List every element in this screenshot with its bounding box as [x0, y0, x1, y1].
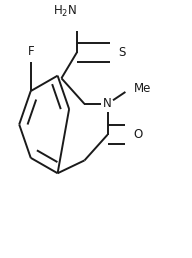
Text: Me: Me: [133, 82, 151, 95]
Text: N: N: [103, 98, 112, 110]
Text: F: F: [27, 45, 34, 58]
Text: O: O: [133, 128, 143, 141]
Text: S: S: [118, 46, 125, 59]
Text: H$_2$N: H$_2$N: [53, 4, 77, 19]
